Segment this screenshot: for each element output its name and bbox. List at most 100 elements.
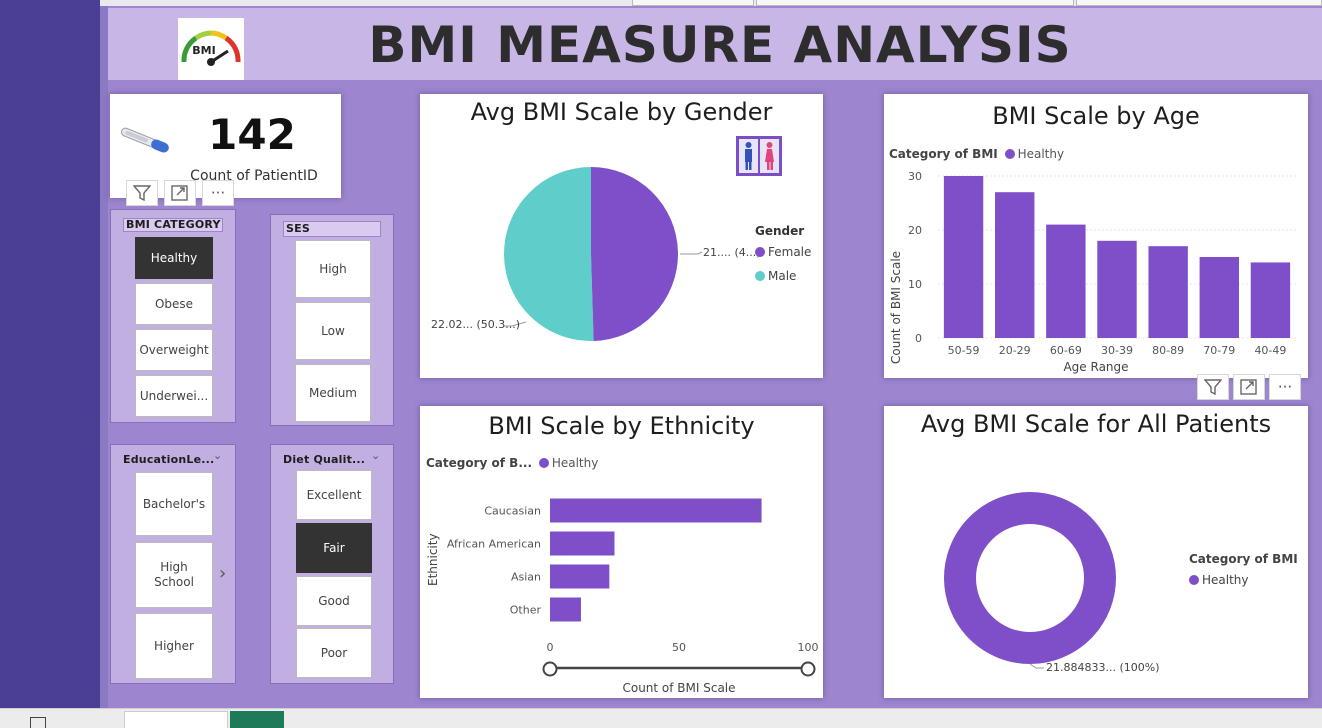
diet-quality-slicer: Diet Qualit... ⌄ Excellent Fair Good Poo… — [270, 444, 394, 684]
chevron-down-icon[interactable]: ⌄ — [213, 449, 223, 462]
age-legend-item: Healthy — [1017, 147, 1065, 161]
gender-restroom-icon — [736, 136, 782, 176]
slicer-item-bachelors[interactable]: Bachelor's — [135, 472, 213, 536]
focus-mode-icon — [171, 185, 188, 201]
education-level-slicer: EducationLe... ⌄ Bachelor's High School … — [110, 444, 236, 684]
legend-dot-healthy — [1189, 575, 1199, 585]
age-x-tick-label: 40-49 — [1254, 344, 1286, 357]
top-tab[interactable] — [632, 0, 754, 6]
bmi-category-slicer: BMI CATEGORY Healthy Obese Overweight Un… — [110, 209, 236, 423]
slicer-item-overweight[interactable]: Overweight — [135, 329, 213, 371]
left-sidebar-strip — [0, 0, 100, 708]
ethnicity-y-tick-label: Caucasian — [484, 505, 541, 518]
slicer-item-excellent[interactable]: Excellent — [296, 470, 372, 520]
logo-text: BMI — [192, 44, 215, 57]
age-y-tick-label: 0 — [915, 332, 922, 345]
slicer-item-low[interactable]: Low — [295, 302, 371, 360]
more-options-button[interactable]: ··· — [1269, 374, 1301, 400]
donut-legend-title: Category of BMI — [1189, 552, 1298, 566]
ethnicity-y-tick-label: Other — [510, 604, 542, 617]
slicer-item-good[interactable]: Good — [296, 576, 372, 626]
age-y-tick-label: 20 — [908, 224, 922, 237]
ethnicity-bar-asian[interactable] — [550, 564, 610, 589]
age-bar-70-79[interactable] — [1199, 257, 1239, 338]
scroll-slider-handle-start[interactable] — [542, 661, 558, 677]
diet-slicer-header: Diet Qualit... — [283, 453, 366, 466]
filter-button[interactable] — [1197, 374, 1229, 400]
age-bar-50-59[interactable] — [943, 176, 984, 338]
page-nav-icon[interactable] — [30, 717, 46, 728]
ses-slicer: SES High Low Medium — [270, 214, 394, 426]
scroll-slider-handle-end[interactable] — [800, 661, 816, 677]
legend-dot-male — [755, 271, 765, 281]
age-legend: Category of BMI Healthy — [889, 147, 1064, 161]
donut-leader-line — [1029, 663, 1044, 669]
page-tab-active[interactable] — [230, 711, 284, 728]
donut-legend-item[interactable]: Healthy — [1189, 573, 1249, 587]
report-header — [108, 8, 1322, 80]
age-bar-60-69[interactable] — [1046, 224, 1086, 338]
slicer-item-medium[interactable]: Medium — [295, 364, 371, 422]
legend-label-female: Female — [768, 245, 812, 259]
slicer-item-fair[interactable]: Fair — [296, 523, 372, 573]
leader-line-female — [680, 251, 703, 255]
legend-label-male: Male — [768, 269, 797, 283]
slicer-item-higher[interactable]: Higher — [135, 613, 213, 679]
age-x-tick-label: 30-39 — [1101, 344, 1133, 357]
pie-data-label-male: 22.02... (50.3...) — [431, 318, 521, 331]
pie-slice-female[interactable] — [591, 167, 679, 341]
thermometer-icon — [121, 127, 169, 153]
slicer-item-high-school[interactable]: High School — [135, 542, 213, 608]
age-x-tick-label: 50-59 — [948, 344, 980, 357]
age-x-tick-label: 70-79 — [1203, 344, 1235, 357]
slicer-item-healthy[interactable]: Healthy — [135, 237, 213, 279]
donut-chart-card[interactable]: Avg BMI Scale for All Patients 21.884833… — [884, 406, 1308, 698]
ethnicity-bar-african-american[interactable] — [550, 531, 615, 556]
age-bar-20-29[interactable] — [995, 192, 1035, 338]
slicer-item-high[interactable]: High — [295, 240, 371, 298]
legend-item-female[interactable]: Female — [755, 245, 811, 259]
chevron-right-icon[interactable]: › — [219, 563, 227, 584]
slicer-item-poor[interactable]: Poor — [296, 628, 372, 678]
window-top-edge — [0, 0, 1322, 6]
age-x-axis-label: Age Range — [1063, 360, 1129, 374]
ethnicity-x-tick-label: 0 — [547, 641, 554, 654]
ethnicity-chart-title: BMI Scale by Ethnicity — [488, 412, 755, 440]
legend-item-male[interactable]: Male — [755, 269, 796, 283]
leader-line-male — [504, 321, 527, 327]
chevron-down-icon[interactable]: ⌄ — [371, 449, 381, 462]
filter-button[interactable] — [126, 180, 158, 206]
ethnicity-y-axis-label: Ethnicity — [426, 533, 440, 586]
age-visual-toolbar: ··· — [1197, 374, 1301, 400]
age-bar-40-49[interactable] — [1250, 262, 1291, 338]
age-bar-chart-card[interactable]: BMI Scale by Age Category of BMI Healthy… — [884, 94, 1308, 378]
slicer-item-underweight[interactable]: Underwei... — [135, 375, 213, 417]
ethnicity-bar-chart-card[interactable]: BMI Scale by Ethnicity Category of B... … — [420, 406, 823, 698]
filter-icon — [1204, 379, 1222, 395]
age-bar-80-89[interactable] — [1148, 246, 1188, 338]
focus-mode-icon — [1240, 379, 1257, 395]
focus-mode-button[interactable] — [164, 180, 196, 206]
donut-slice-healthy[interactable] — [944, 492, 1116, 664]
donut-legend-label: Healthy — [1202, 573, 1249, 587]
page-tab[interactable] — [124, 711, 228, 728]
donut-data-label: 21.884833... (100%) — [1046, 661, 1160, 674]
gender-pie-chart-card[interactable]: Avg BMI Scale by Gender 21.... (4...) 22… — [420, 94, 823, 378]
age-bar-svg: 0 10 20 30 50-59 20-29 60-69 30-39 80-89 70-79 40-… — [908, 170, 1296, 357]
ethnicity-y-axis-label-wrap: Ethnicity — [426, 533, 446, 636]
pie-slice-male[interactable] — [504, 167, 594, 341]
focus-mode-button[interactable] — [1233, 374, 1265, 400]
age-bar-30-39[interactable] — [1097, 240, 1137, 338]
age-x-tick-label: 20-29 — [999, 344, 1031, 357]
bmi-gauge-logo: BMI — [178, 18, 244, 80]
ethnicity-legend-title: Category of B... — [426, 456, 532, 470]
age-legend-title: Category of BMI — [889, 147, 998, 161]
ethnicity-legend: Category of B... Healthy — [426, 456, 598, 470]
ses-slicer-header: SES — [283, 221, 381, 237]
more-options-button[interactable]: ··· — [202, 180, 234, 206]
slicer-item-obese[interactable]: Obese — [135, 283, 213, 325]
gender-chart-title: Avg BMI Scale by Gender — [470, 98, 773, 126]
top-tab[interactable] — [756, 0, 1074, 6]
ethnicity-bar-other[interactable] — [550, 597, 581, 622]
ethnicity-bar-caucasian[interactable] — [550, 498, 762, 523]
